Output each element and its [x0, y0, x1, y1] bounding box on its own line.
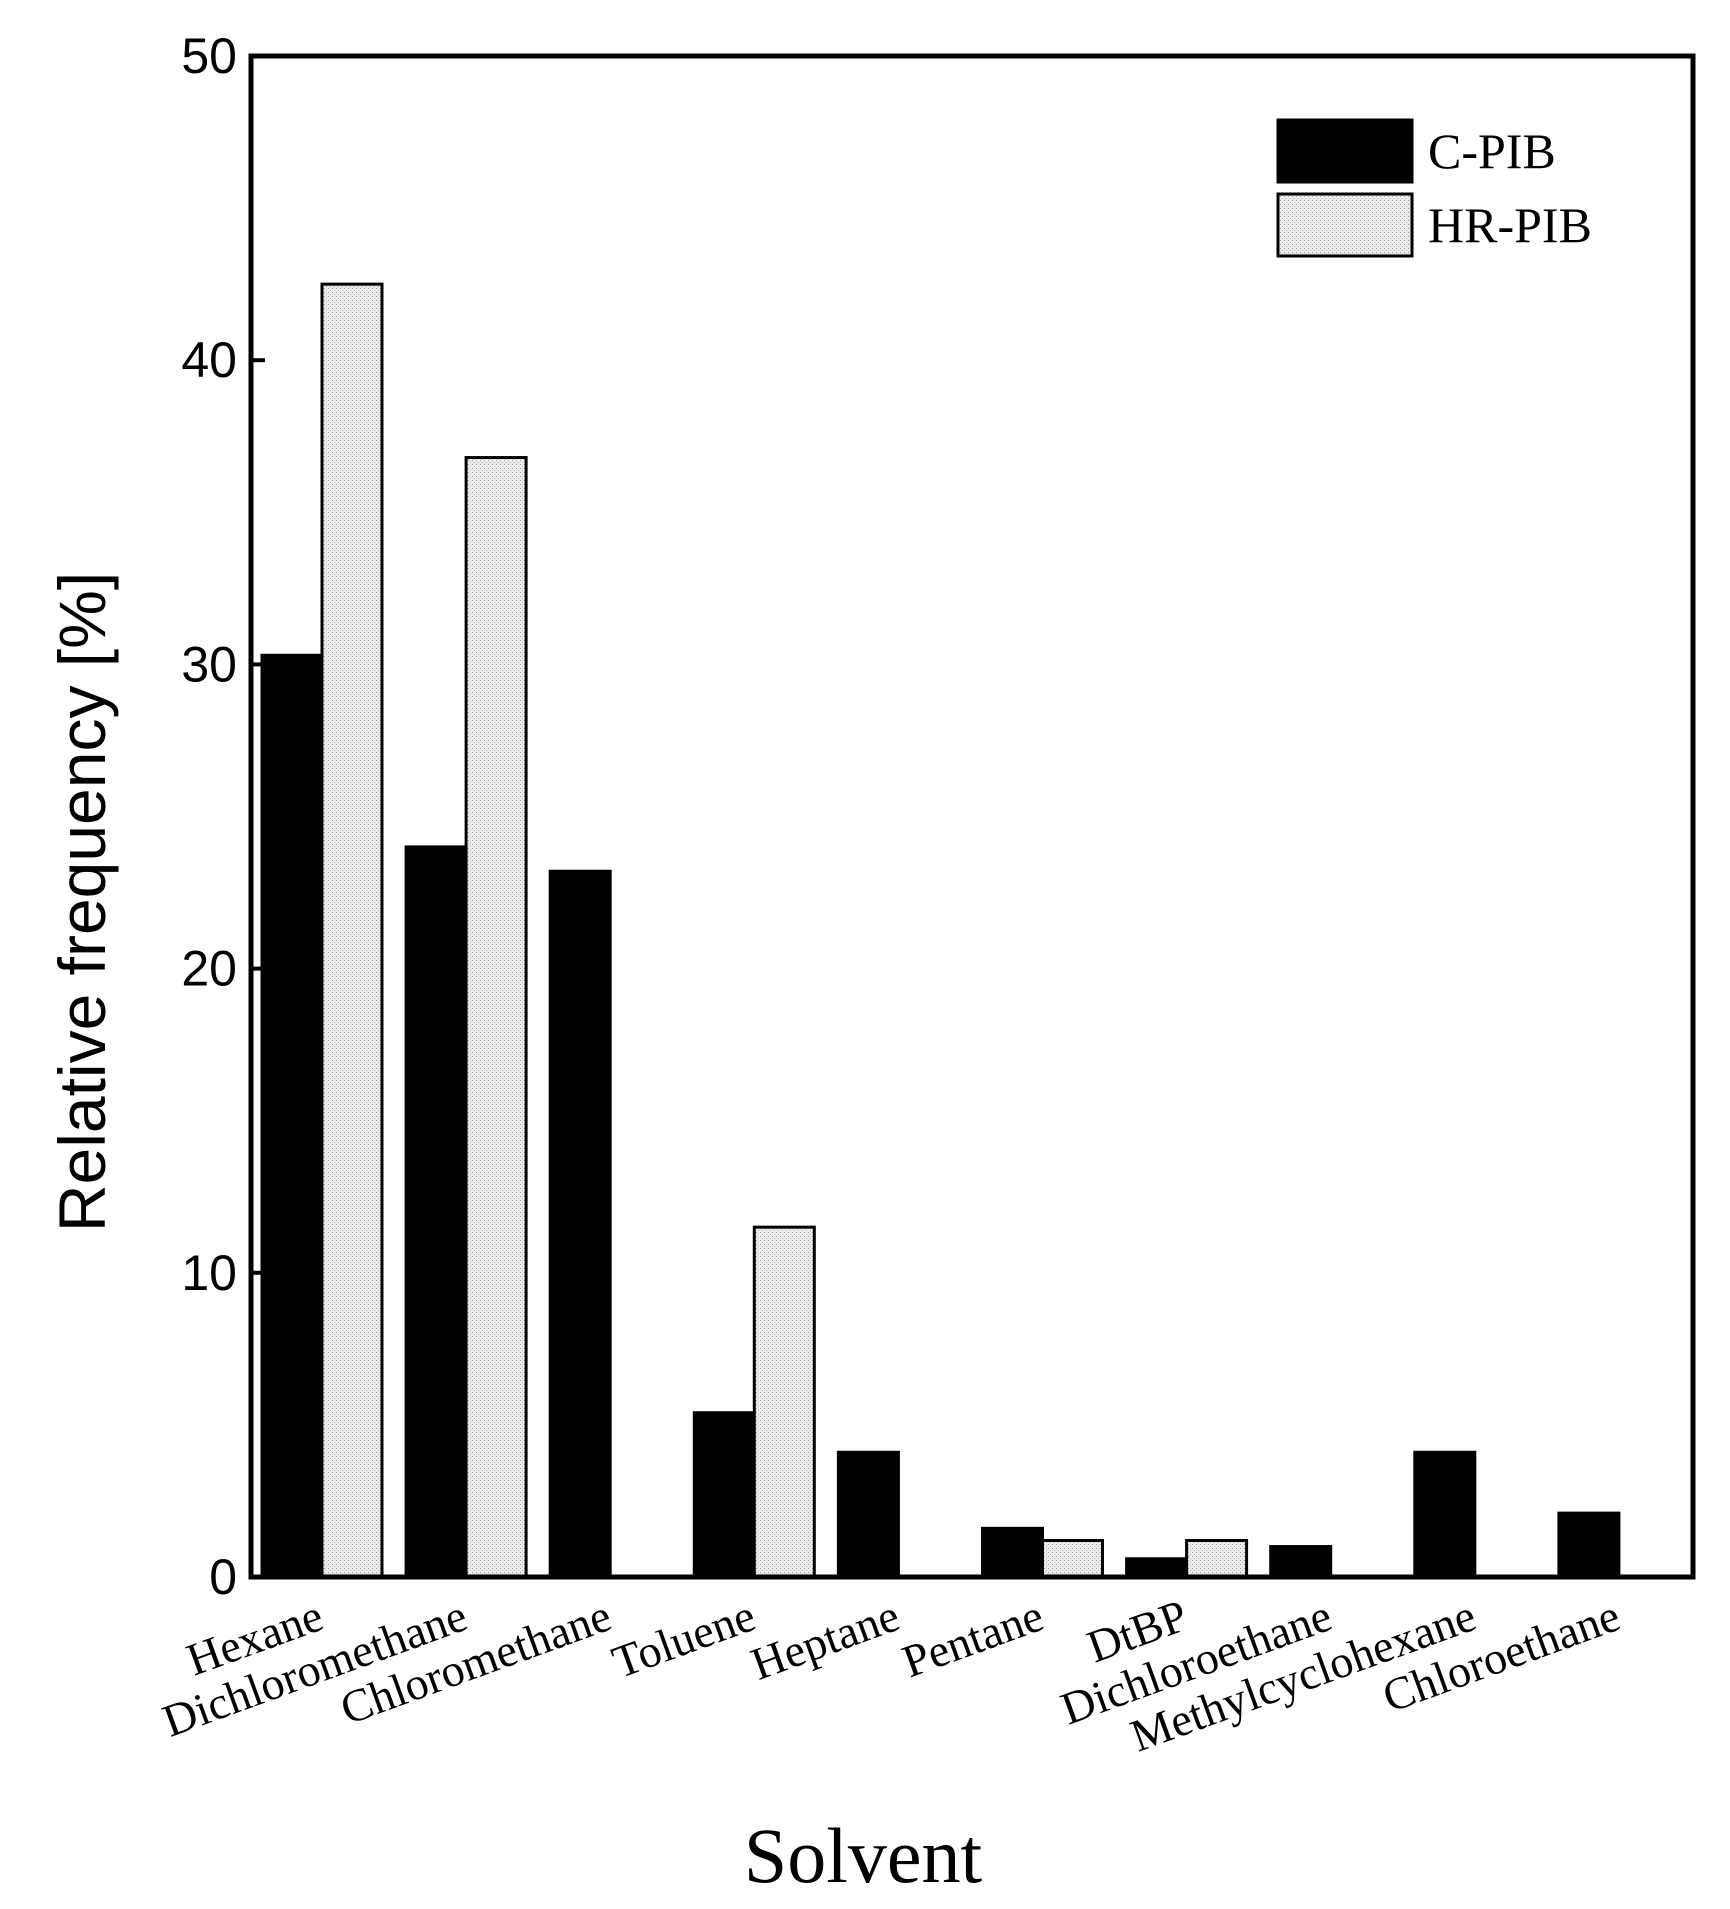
legend-label-hr-pib: HR-PIB — [1428, 197, 1592, 253]
bar-c-pib-toluene — [692, 1411, 756, 1579]
bar-c-pib-heptane — [836, 1450, 900, 1579]
y-axis-ticks: 0 10 20 30 40 50 — [181, 28, 265, 1605]
bar-c-pib-chloromethane — [548, 869, 612, 1579]
x-category-label-heptane: Heptane — [744, 1589, 905, 1689]
x-axis-category-labels: HexaneDichloromethaneChloromethaneToluen… — [156, 1589, 1626, 1761]
y-axis-label: Relative frequency [%] — [45, 572, 119, 1232]
bar-c-pib-dtbp — [1125, 1557, 1189, 1579]
legend-swatch-c-pib — [1276, 118, 1414, 184]
bar-hr-pib-hexane — [320, 282, 384, 1579]
legend-label-c-pib: C-PIB — [1428, 123, 1556, 179]
y-tick-label-50: 50 — [181, 28, 237, 84]
x-category-label-pentane: Pentane — [896, 1589, 1050, 1687]
bar-c-pib-dichloroethane — [1269, 1545, 1333, 1579]
bar-hr-pib-pentane — [1041, 1538, 1104, 1579]
bar-hr-pib-dtbp — [1185, 1538, 1249, 1579]
y-tick-label-20: 20 — [181, 941, 237, 997]
y-tick-label-0: 0 — [209, 1549, 237, 1605]
bars-group — [260, 282, 1621, 1579]
y-tick-label-30: 30 — [181, 636, 237, 692]
plot-frame — [248, 53, 1696, 1580]
bar-c-pib-pentane — [981, 1526, 1044, 1579]
x-axis-label: Solvent — [744, 1812, 983, 1899]
bar-hr-pib-dichloromethane — [464, 456, 528, 1579]
bar-c-pib-methylcyclohexane — [1413, 1450, 1477, 1579]
bar-c-pib-hexane — [260, 653, 324, 1579]
bar-c-pib-chloroethane — [1557, 1511, 1621, 1579]
y-tick-label-10: 10 — [181, 1245, 237, 1301]
bar-c-pib-dichloromethane — [404, 845, 468, 1579]
x-category-label-toluene: Toluene — [606, 1589, 762, 1687]
bar-hr-pib-toluene — [752, 1225, 816, 1579]
legend: C-PIB HR-PIB — [1276, 118, 1592, 258]
y-tick-label-40: 40 — [181, 332, 237, 388]
legend-swatch-hr-pib — [1276, 192, 1414, 258]
